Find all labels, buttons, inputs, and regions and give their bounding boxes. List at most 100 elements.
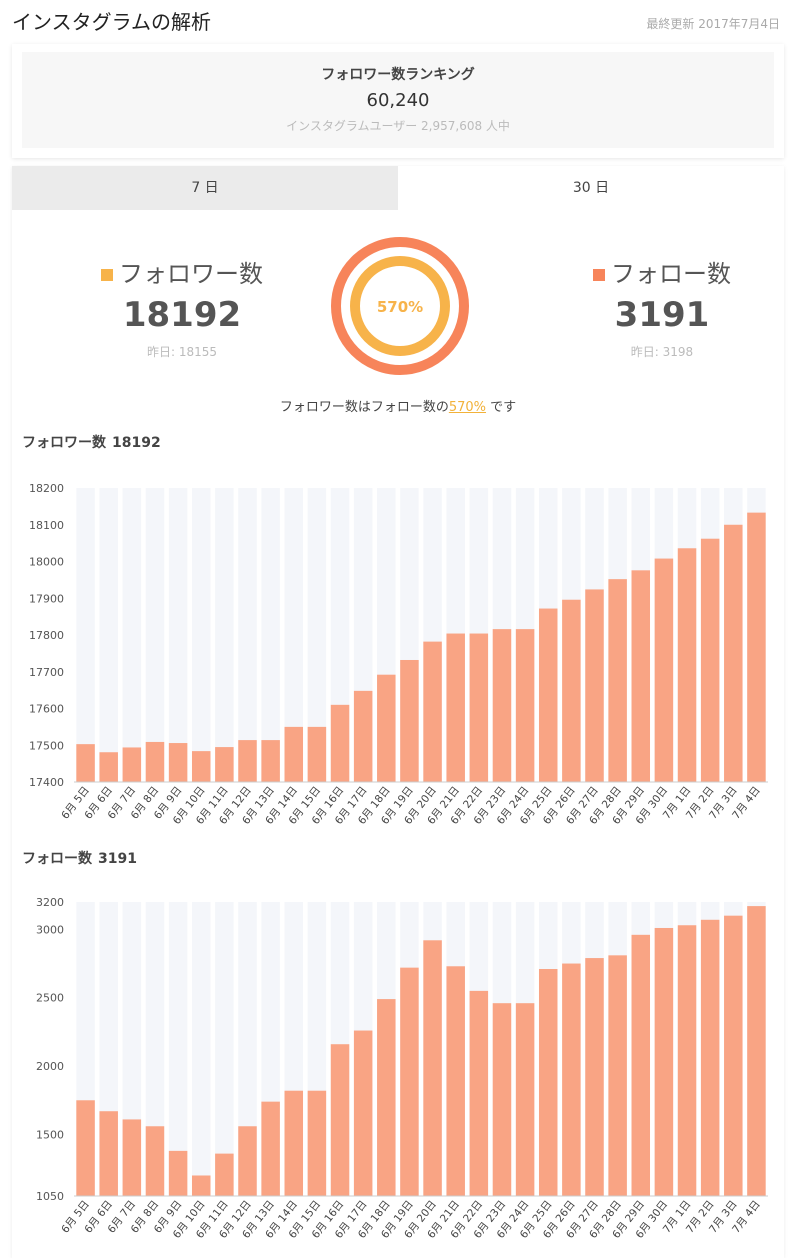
y-tick-label: 18100 [29, 519, 64, 532]
followers-label-text: フォロワー数 [119, 260, 263, 288]
y-tick-label: 2500 [36, 992, 64, 1005]
followers-bar-chart: 17400 17500 17600 17700 17800 17900 18000 18100… [29, 482, 768, 827]
bar [469, 990, 489, 1196]
last-updated: 最終更新 2017年7月4日 [646, 17, 780, 31]
following-chart-title: フォロー数 3191 [22, 848, 137, 868]
bar [215, 747, 234, 782]
bar [238, 1126, 257, 1196]
bar [538, 608, 558, 782]
following-value: 3191 [614, 295, 710, 335]
bar [168, 743, 188, 782]
bar [654, 927, 674, 1196]
y-tick-label: 1500 [36, 1128, 64, 1141]
bar [631, 570, 651, 782]
ratio-link[interactable]: 570% [448, 400, 487, 415]
bar [238, 740, 257, 782]
bar [562, 599, 581, 782]
bar [677, 925, 697, 1196]
bar [585, 958, 604, 1196]
bar [330, 1044, 350, 1196]
bar [515, 629, 535, 782]
bar [400, 659, 419, 782]
bar [145, 1126, 165, 1196]
y-tick-label: 3000 [36, 923, 64, 936]
y-tick-label: 17600 [29, 703, 64, 716]
y-tick-label: 17700 [29, 666, 64, 679]
following-square-icon [593, 269, 605, 281]
bar [76, 1100, 95, 1196]
ratio-sentence: フォロワー数はフォロー数の570% です [12, 396, 784, 415]
following-label-text: フォロー数 [611, 260, 731, 288]
y-tick-label: 17400 [29, 776, 64, 789]
stats-panel: 7 日 30 日 フォロワー数 18192 昨日: 18155 570% フォロ… [12, 166, 784, 1258]
y-tick-label: 18200 [29, 482, 64, 495]
followers-chart-title: フォロワー数 18192 [22, 432, 161, 452]
y-tick-label: 3200 [36, 896, 64, 909]
bar-background [215, 488, 234, 782]
bar [492, 629, 512, 782]
y-tick-label: 17900 [29, 592, 64, 605]
bar [215, 1153, 234, 1196]
bar-background [215, 902, 234, 1196]
followers-chart-title-value: 18192 [112, 435, 161, 451]
bar [284, 726, 304, 782]
bar [99, 1111, 118, 1196]
bar [261, 740, 280, 782]
bar [307, 726, 327, 782]
ranking-card: フォロワー数ランキング 60,240 インスタグラムユーザー 2,957,608… [12, 44, 784, 158]
bar [747, 906, 766, 1196]
bar [168, 1150, 188, 1196]
bar [724, 915, 743, 1196]
bar [724, 524, 743, 782]
bar [492, 1003, 512, 1196]
followers-chart-title-text: フォロワー数 [22, 435, 106, 451]
followers-label: フォロワー数 [62, 254, 302, 289]
bar-background [191, 488, 211, 782]
tab-30-days[interactable]: 30 日 [398, 166, 784, 210]
bar [608, 579, 627, 782]
inner-ring [350, 256, 450, 356]
y-tick-label: 1050 [36, 1190, 64, 1203]
bar [608, 955, 627, 1196]
bar [423, 940, 442, 1196]
bar [585, 589, 604, 782]
bar-background [145, 488, 165, 782]
bar [145, 741, 165, 782]
y-tick-label: 2000 [36, 1060, 64, 1073]
following-chart-title-value: 3191 [98, 851, 137, 867]
outer-ring [331, 237, 469, 375]
ratio-donut: 570% [331, 237, 469, 375]
tab-7-days[interactable]: 7 日 [12, 166, 398, 210]
following-label: フォロー数 [542, 254, 782, 289]
bar [76, 744, 95, 782]
bar [400, 967, 419, 1196]
bar [654, 558, 674, 782]
bar-background [76, 488, 95, 782]
bar-background [261, 488, 280, 782]
ranking-label: フォロワー数ランキング [321, 67, 475, 83]
bar-background [307, 488, 327, 782]
bar [700, 538, 720, 782]
bar-background [168, 488, 188, 782]
bar [446, 633, 465, 782]
bar-background [168, 902, 188, 1196]
ranking-box: フォロワー数ランキング 60,240 インスタグラムユーザー 2,957,608… [22, 52, 774, 148]
ranking-value: 60,240 [366, 90, 430, 111]
following-chart-title-text: フォロー数 [22, 851, 92, 867]
ratio-label: 570% [377, 298, 423, 316]
ratio-text-before: フォロワー数はフォロー数の [279, 400, 449, 415]
bar [191, 751, 211, 782]
bar [631, 934, 651, 1196]
bar [446, 966, 465, 1196]
bar [377, 999, 396, 1196]
bar [469, 633, 489, 782]
bar [747, 512, 766, 782]
bar-background [191, 902, 211, 1196]
bar [353, 690, 373, 782]
bar-background [145, 902, 165, 1196]
bar [515, 1003, 535, 1196]
bar [423, 641, 442, 782]
following-stat: フォロー数 3191 昨日: 3198 [542, 254, 782, 360]
y-tick-label: 17800 [29, 629, 64, 642]
